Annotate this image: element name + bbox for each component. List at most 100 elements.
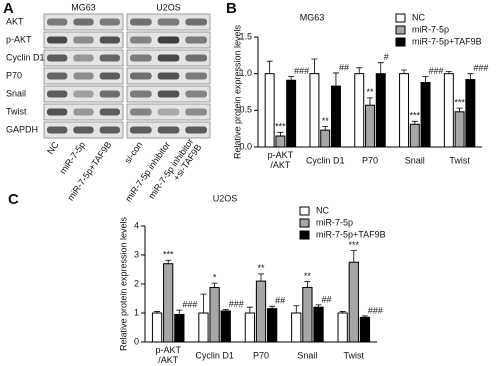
error-bar [361, 315, 368, 318]
error-bar [200, 293, 207, 313]
blot-row-label: Cyclin D1 [6, 52, 45, 62]
bar [174, 313, 185, 343]
bar [399, 73, 410, 148]
x-tick-label: p-AKT/AKT [268, 150, 294, 170]
bar [264, 73, 275, 148]
bar [198, 312, 209, 343]
blot-column-label: NC [45, 139, 61, 156]
legend-swatch [299, 230, 310, 240]
blot-band [185, 18, 207, 26]
legend-swatch [299, 218, 310, 228]
significance-label: ### [229, 299, 244, 309]
blot-band [73, 72, 94, 80]
chart-title: U2OS [213, 193, 238, 203]
error-bar [322, 126, 329, 131]
blot-band [73, 18, 94, 26]
y-tick-label: 0.0 [239, 141, 252, 151]
panel-label: B [226, 0, 237, 17]
y-tick-label: 2 [134, 278, 139, 288]
blot-band [185, 126, 207, 134]
blot-band [73, 36, 94, 44]
error-bar [315, 304, 322, 308]
blot-band [73, 108, 94, 116]
blot-band [99, 126, 120, 134]
error-bar [304, 281, 311, 288]
blot-frame [126, 103, 211, 121]
bar [255, 280, 267, 343]
bar [443, 73, 454, 148]
blot-band [185, 72, 207, 80]
significance-label: ### [429, 66, 444, 76]
error-bar [422, 76, 429, 83]
y-axis-label: Relative protein expression levels [232, 24, 242, 159]
error-bar [456, 107, 463, 112]
blot-band [47, 126, 68, 134]
blot-band [47, 72, 68, 80]
error-bar [277, 131, 284, 136]
y-tick-label: 1 [134, 307, 139, 317]
error-bar [222, 309, 229, 311]
blot-row-label: Twist [6, 106, 27, 116]
x-tick-label: Cyclin D1 [195, 350, 234, 360]
blot-band [157, 36, 180, 44]
error-bar [377, 62, 384, 74]
bar [309, 73, 320, 148]
bar [337, 312, 348, 343]
bar [209, 286, 220, 343]
significance-label: ### [182, 299, 197, 309]
x-tick-label: Snail [297, 350, 317, 360]
bar [151, 312, 163, 343]
significance-label: *** [163, 250, 174, 260]
blot-column-label: miR-7-5p inhibitor+si-TAF9B [147, 137, 204, 207]
bar [465, 79, 476, 148]
blot-band [130, 108, 152, 116]
bar [220, 310, 231, 343]
legend-label: NC [412, 12, 425, 22]
x-tick-label: Twist [449, 155, 470, 165]
blot-band [157, 108, 180, 116]
error-bar [339, 311, 346, 313]
legend-label: NC [316, 205, 329, 215]
legend-label: miR-7-5p+TAF9B [316, 229, 386, 239]
blot-band [99, 36, 120, 44]
bar [302, 286, 313, 343]
blot-row-label: AKT [6, 16, 24, 26]
significance-label: ## [322, 294, 332, 304]
error-bar [332, 72, 339, 87]
significance-label: *** [454, 98, 465, 108]
bar [286, 79, 297, 148]
error-bar [288, 76, 295, 81]
x-tick-label: P70 [253, 350, 269, 360]
bar [313, 306, 324, 343]
panel-label: C [8, 191, 19, 208]
error-bar [269, 305, 276, 309]
legend-swatch [395, 25, 406, 35]
error-bar [211, 282, 218, 288]
bar [291, 312, 302, 343]
bar [266, 308, 278, 343]
blot-frame [43, 31, 124, 49]
significance-label: ### [368, 305, 383, 315]
significance-label: ** [257, 263, 265, 273]
bar [375, 73, 386, 148]
bar [365, 104, 375, 148]
bar [359, 316, 371, 343]
x-tick-label: Snail [405, 155, 425, 165]
blot-row-label: P70 [6, 70, 22, 80]
error-bar [411, 120, 418, 125]
blot-band [130, 72, 152, 80]
significance-label: ** [304, 271, 312, 281]
blot-band [47, 18, 68, 26]
y-axis-label: Relative protein expression levels [118, 216, 128, 351]
y-tick-label: 1.0 [239, 68, 252, 78]
bar [348, 261, 359, 343]
blot-band [130, 126, 152, 134]
blot-band [130, 36, 152, 44]
blot-band [47, 90, 68, 98]
legend-swatch [299, 206, 310, 216]
bar [320, 129, 331, 148]
error-bar [350, 250, 357, 263]
y-tick-label: 0.5 [239, 105, 252, 115]
blot-band [185, 54, 207, 62]
significance-label: *** [410, 111, 421, 121]
